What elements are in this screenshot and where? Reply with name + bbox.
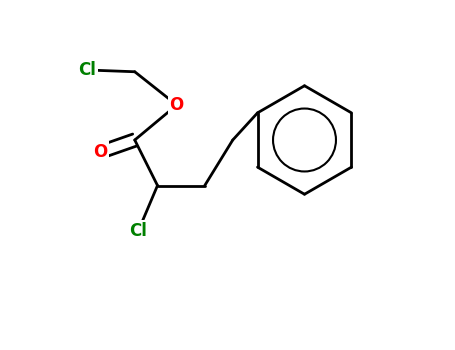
- Text: O: O: [93, 143, 107, 161]
- Text: Cl: Cl: [129, 222, 147, 240]
- Text: Cl: Cl: [79, 61, 96, 79]
- Text: O: O: [170, 96, 184, 114]
